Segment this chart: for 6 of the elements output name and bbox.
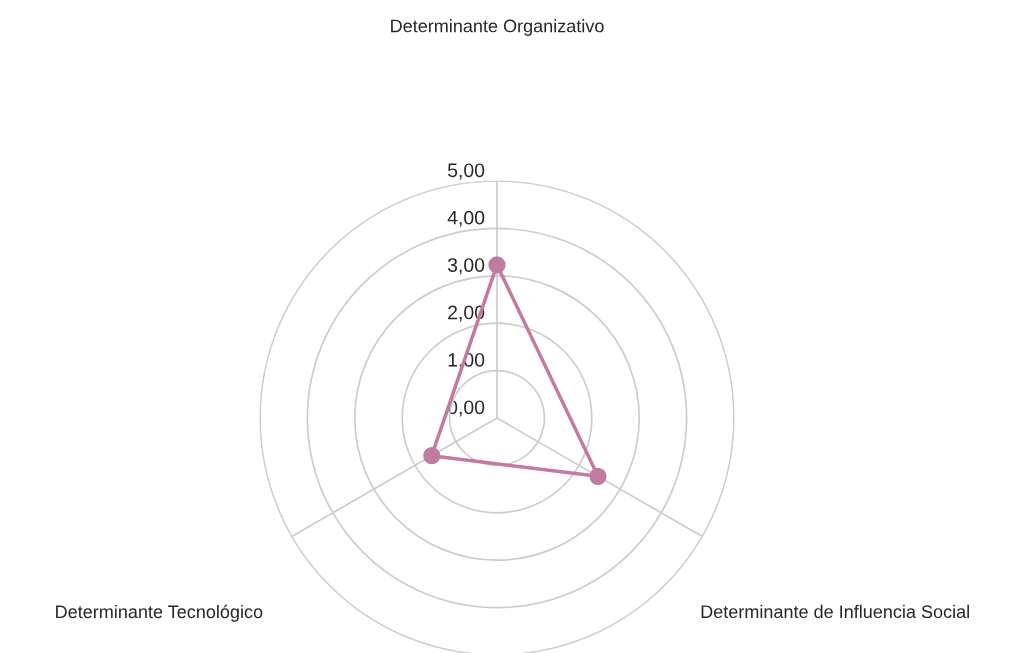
- spoke-label: Determinante Organizativo: [391, 19, 604, 36]
- y-tick-label: 5,00: [447, 163, 485, 180]
- y-tick-label: 3,00: [447, 258, 485, 275]
- y-tick-label: 4,00: [447, 210, 485, 227]
- spoke-label: Determinante de Influencia Social: [701, 604, 969, 619]
- spoke-label: Determinante Tecnológico: [56, 604, 263, 622]
